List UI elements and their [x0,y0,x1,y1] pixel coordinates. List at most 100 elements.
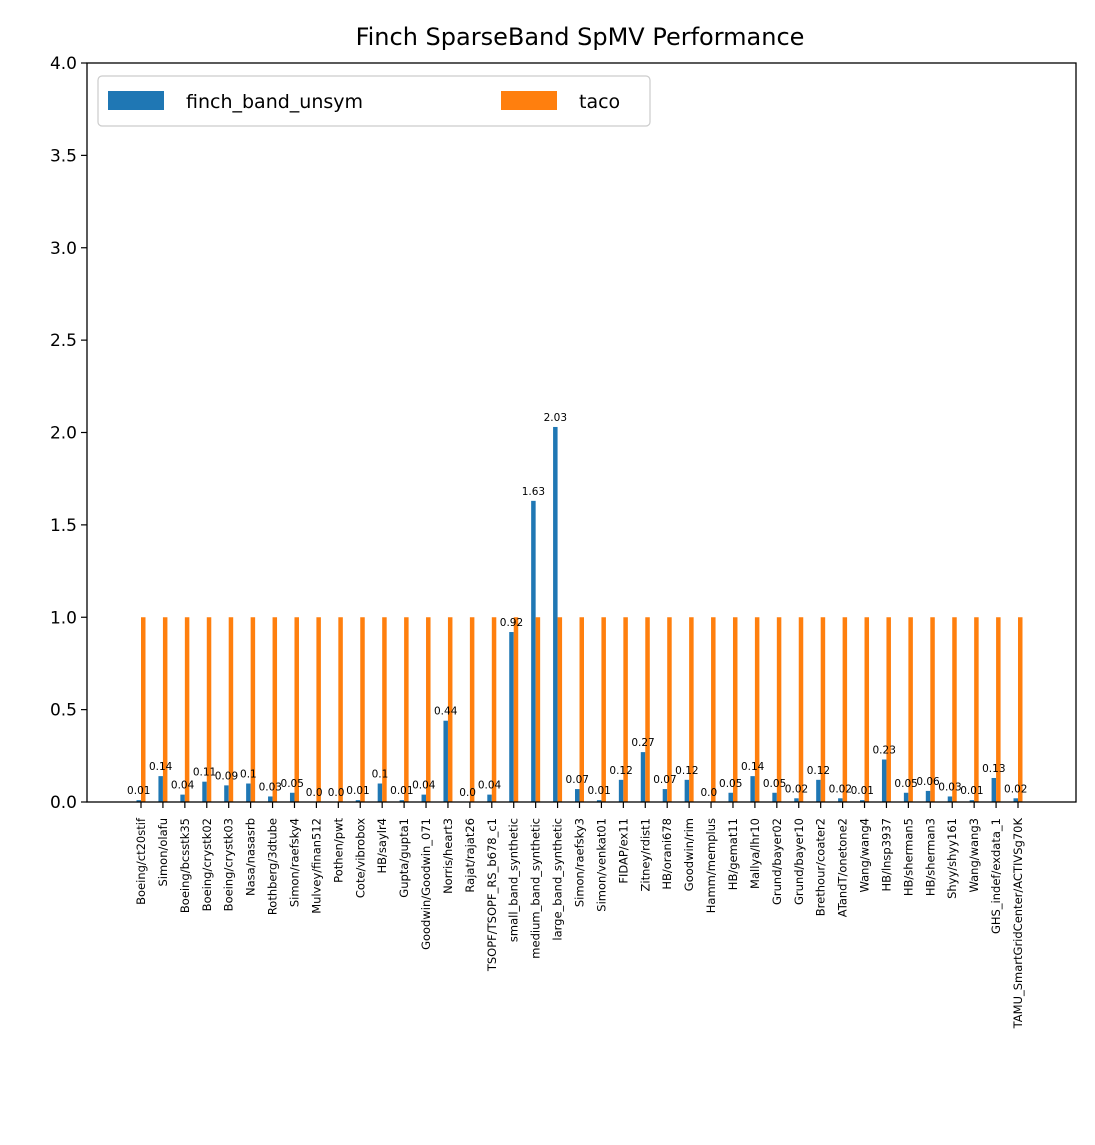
x-tick-label: HB/sherman5 [901,818,915,896]
x-tick-label: Hamm/memplus [704,818,718,913]
x-tick-label: medium_band_synthetic [529,818,543,959]
bar-taco [930,617,935,802]
bar-finch [772,792,777,802]
bar-value-label: 0.1 [240,769,257,781]
x-tick-label: Boeing/ct20stif [134,817,148,905]
bar-finch [180,794,185,802]
x-tick-label: Simon/raefsky3 [573,818,587,907]
x-tick-label: Zitney/rdist1 [638,818,652,891]
x-tick-label: Grund/bayer02 [770,818,784,905]
bar-taco [623,617,628,802]
x-tick-label: Grund/bayer10 [792,818,806,905]
bar-value-label: 0.01 [587,785,610,797]
bar-taco [886,617,891,802]
bar-finch [794,798,799,802]
bar-taco [382,617,387,802]
x-tick-label: Goodwin/Goodwin_071 [419,818,433,950]
bar-finch [662,789,668,802]
legend: finch_band_unsym taco [97,75,651,127]
legend-label-finch: finch_band_unsym [186,91,363,113]
x-tick-label: Mallya/lhr10 [748,818,762,889]
bar-taco [184,617,190,802]
bar-value-label: 0.23 [873,745,896,757]
bar-value-label: 0.02 [785,783,808,795]
x-tick-label: ATandT/onetone2 [836,818,850,917]
bar-value-label: 2.03 [544,412,567,424]
bar-value-label: 0.01 [851,785,874,797]
bar-value-label: 0.05 [763,778,786,790]
bar-finch [991,777,997,802]
bar-taco [491,617,497,802]
bar-taco [272,617,278,802]
bar-finch [487,794,492,802]
bar-taco [469,617,475,802]
x-tick-label: Boeing/bcsstk35 [178,818,192,913]
y-tick-label: 2.5 [50,331,77,351]
x-tick-label: Nasa/nasasrb [244,818,258,896]
bar-finch [596,800,602,802]
x-tick-label: Wang/wang3 [967,818,981,893]
x-tick-label: Rothberg/3dtube [266,818,280,915]
bar-value-label: 0.07 [653,774,676,786]
bar-finch [860,800,865,802]
bar-taco [820,617,826,802]
bar-finch [553,426,558,802]
bar-finch [728,792,733,802]
bar-value-label: 0.04 [478,780,502,792]
bar-value-label: 0.12 [807,765,830,777]
bar-finch [838,798,843,802]
bar-value-label: 0.05 [719,778,742,790]
bar-finch [246,783,251,802]
x-tick-label: Wang/wang4 [858,818,872,893]
bar-finch [925,790,931,802]
bar-finch [969,800,975,802]
x-tick-label: HB/sherman3 [923,818,937,896]
bar-value-label: 0.12 [675,765,698,777]
bar-value-label: 0.13 [982,763,1005,775]
bar-taco [732,617,738,802]
bar-taco [601,617,606,802]
bar-finch [531,500,536,802]
bar-taco [360,617,365,802]
x-tick-label: Boeing/crystk03 [222,818,236,911]
y-tick-label: 1.0 [50,608,77,628]
bar-taco [557,617,563,802]
bar-value-label: 0.01 [346,785,369,797]
x-tick-label: HB/orani678 [660,818,674,890]
bar-value-label: 0.04 [412,780,436,792]
bar-taco [974,617,979,802]
bar-finch [443,720,448,802]
bar-value-label: 0.44 [434,706,458,718]
bar-value-label: 0.0 [700,787,717,799]
plot-area: 0.010.140.040.110.09 0.10.030.050.0 0.0 0.0… [50,54,1077,1029]
bar-value-label: 0.05 [281,778,304,790]
x-tick-label: Simon/raefsky4 [287,818,301,907]
y-tick-label: 3.0 [50,239,77,259]
bar-finch [158,776,163,802]
bar-finch [399,800,405,802]
bar-taco [864,617,870,802]
bar-taco [141,617,146,802]
bar-value-label: 0.03 [938,781,961,793]
bar-finch [268,796,273,802]
bar-finch [816,779,821,802]
bar-taco [294,617,299,802]
x-tick-label: large_band_synthetic [551,818,565,941]
x-tick-label: Simon/venkat01 [594,818,608,912]
x-tick-label: Rajat/rajat26 [463,818,477,893]
bar-finch [509,632,514,802]
bar-taco [952,617,957,802]
y-tick-label: 4.0 [50,54,77,74]
x-tick-label: small_band_synthetic [507,818,521,942]
y-tick-label: 3.5 [50,146,77,166]
bar-taco [535,617,541,802]
bar-taco [645,617,650,802]
bar-value-label: 0.02 [829,783,852,795]
bar-taco [1018,617,1023,802]
bar-value-label: 0.02 [1004,783,1027,795]
bar-value-label: 0.0 [328,787,345,799]
bar-value-label: 0.14 [741,761,765,773]
bar-taco [776,617,782,802]
x-tick-label: GHS_indef/exdata_1 [989,818,1003,934]
